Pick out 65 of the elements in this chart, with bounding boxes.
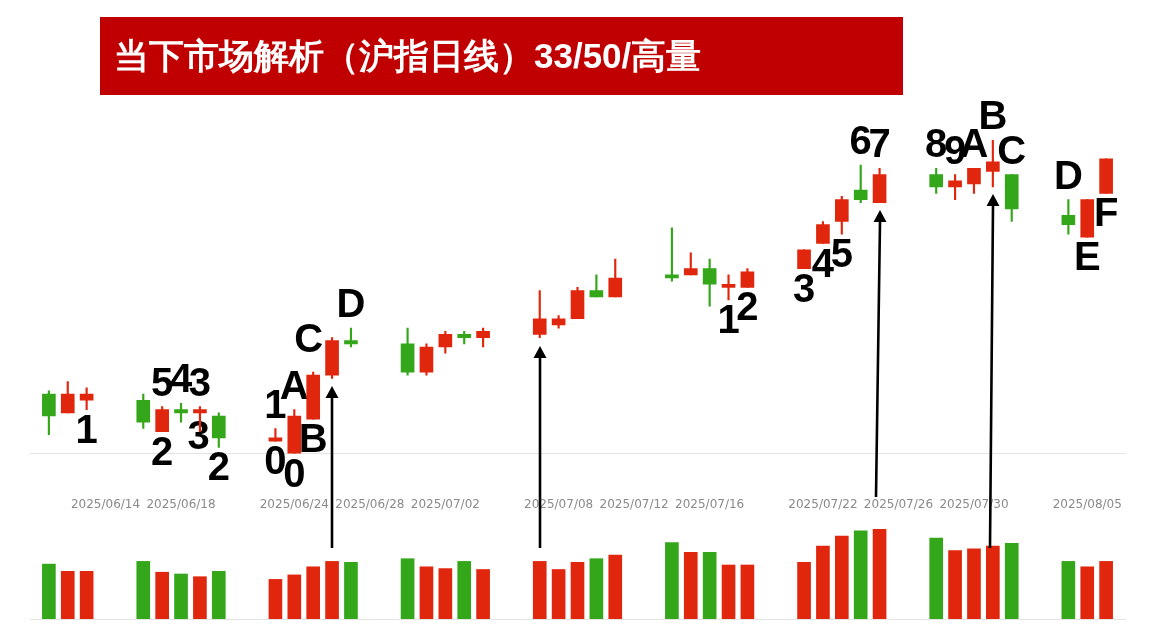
bar bbox=[344, 561, 358, 619]
bar bbox=[589, 558, 604, 619]
bar bbox=[1004, 543, 1019, 619]
x-tick-label: 2025/07/02 bbox=[410, 496, 480, 511]
bar bbox=[1061, 561, 1076, 619]
bar bbox=[702, 552, 717, 619]
x-tick-label: 2025/07/26 bbox=[863, 496, 934, 511]
bar bbox=[211, 570, 226, 619]
bar bbox=[967, 548, 981, 619]
bar bbox=[551, 569, 566, 619]
annotation: C bbox=[294, 315, 324, 360]
bar bbox=[268, 579, 283, 619]
bar bbox=[155, 571, 169, 619]
bar bbox=[816, 545, 830, 619]
candlestick bbox=[721, 274, 736, 301]
annotation: D bbox=[336, 281, 366, 326]
bar bbox=[60, 570, 75, 619]
annotation: F bbox=[1093, 190, 1119, 235]
bar bbox=[419, 566, 434, 619]
x-tick-label: 2025/07/16 bbox=[675, 496, 745, 511]
bar bbox=[1099, 561, 1113, 619]
bar bbox=[193, 576, 207, 619]
bar bbox=[325, 561, 339, 619]
x-tick-label: 2025/06/28 bbox=[335, 496, 405, 511]
bar bbox=[400, 558, 415, 619]
bar bbox=[608, 554, 623, 619]
bar bbox=[457, 561, 472, 619]
bar bbox=[174, 573, 188, 619]
bar bbox=[986, 545, 1000, 619]
annotation: 3 bbox=[187, 412, 210, 457]
annotation: B bbox=[298, 416, 328, 461]
annotation: E bbox=[1073, 234, 1101, 279]
bar bbox=[306, 566, 321, 619]
x-tick-label: 2025/07/22 bbox=[788, 496, 858, 511]
x-tick-label: 2025/07/12 bbox=[599, 496, 669, 511]
x-tick-label: 2025/08/05 bbox=[1052, 496, 1122, 511]
bar bbox=[834, 535, 849, 619]
bar bbox=[287, 574, 302, 619]
annotation: 2 bbox=[151, 428, 174, 473]
bar bbox=[872, 529, 887, 619]
bar bbox=[1080, 566, 1095, 619]
bar bbox=[929, 537, 944, 619]
bar bbox=[532, 561, 547, 619]
bar bbox=[948, 550, 962, 619]
x-tick-label: 2025/06/24 bbox=[259, 496, 329, 511]
bar bbox=[740, 564, 755, 619]
bar bbox=[42, 563, 56, 619]
bar bbox=[797, 561, 811, 619]
annotation: 6 bbox=[849, 118, 872, 163]
annotation: 2 bbox=[736, 284, 759, 329]
bar bbox=[79, 570, 94, 619]
bar bbox=[438, 568, 453, 619]
bar bbox=[853, 530, 868, 619]
x-tick-label: 2025/06/18 bbox=[146, 496, 216, 511]
bar bbox=[665, 542, 679, 619]
bar bbox=[476, 569, 490, 619]
annotation: D bbox=[1053, 152, 1083, 197]
bar bbox=[570, 561, 585, 619]
x-tick-label: 2025/06/14 bbox=[70, 496, 141, 511]
bar bbox=[683, 552, 698, 619]
annotation: 2 bbox=[207, 444, 230, 489]
annotation: 1 bbox=[75, 406, 98, 451]
bar bbox=[721, 564, 736, 619]
chart-title: 当下市场解析（沪指日线）33/50/高量 bbox=[100, 17, 903, 95]
bar bbox=[136, 561, 151, 619]
